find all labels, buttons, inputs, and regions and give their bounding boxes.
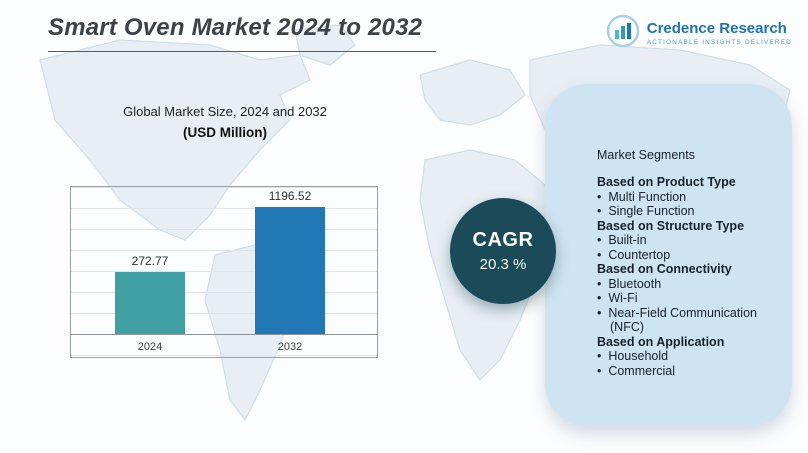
map-greenland: [294, 24, 356, 66]
cagr-label: CAGR: [472, 229, 534, 251]
segment-group-title: Based on Connectivity: [597, 262, 732, 276]
bar-chart: 272.77 1196.52 2024 2032: [70, 186, 378, 358]
x-axis-line: [71, 334, 377, 335]
bar-category-label: 2032: [277, 341, 303, 353]
chart-title-block: Global Market Size, 2024 and 2032 (USD M…: [60, 104, 390, 140]
bar: [255, 207, 325, 334]
segment-item: Near-Field Communication (NFC): [597, 306, 772, 335]
page-title: Smart Oven Market 2024 to 2032: [48, 14, 437, 52]
segment-group-title: Based on Structure Type: [597, 218, 745, 233]
segments-heading: Market Segments: [597, 148, 695, 162]
segment-item: Bluetooth: [597, 277, 772, 292]
segment-group-title: Based on Application: [597, 334, 725, 349]
bar-group-2032: 1196.52: [255, 189, 325, 334]
segment-item: Commercial: [597, 364, 772, 379]
bar-value-label: 1196.52: [268, 189, 312, 203]
chart-title: Global Market Size, 2024 and 2032: [123, 104, 327, 119]
brand-tagline: Actionable Insights Delivered: [646, 39, 792, 47]
segment-item: Multi Function: [597, 190, 772, 205]
bar-group-2024: 272.77: [115, 254, 185, 334]
bar-chart-logo-icon: [606, 14, 640, 53]
segment-item: Built-in: [597, 233, 772, 248]
segment-item: Single Function: [597, 204, 772, 219]
bar-value-label: 272.77: [131, 254, 169, 268]
brand-name: Credence Research: [646, 19, 787, 37]
brand-logo: Credence Research Actionable Insights De…: [606, 14, 792, 53]
segment-item: Countertop: [597, 248, 772, 263]
segment-group-title: Based on Product Type: [597, 175, 736, 189]
segments-list: Based on Product TypeMulti FunctionSingl…: [597, 175, 772, 378]
cagr-value: 20.3 %: [479, 256, 527, 273]
bar: [115, 272, 185, 334]
segments-panel: Market Segments Based on Product TypeMul…: [545, 84, 792, 426]
map-europe: [419, 59, 526, 126]
bar-category-label: 2024: [137, 341, 163, 353]
chart-subtitle: (USD Million): [183, 125, 267, 140]
segment-item: Household: [597, 349, 772, 364]
segment-item: Wi-Fi: [597, 291, 772, 306]
cagr-badge: CAGR 20.3 %: [450, 198, 556, 304]
